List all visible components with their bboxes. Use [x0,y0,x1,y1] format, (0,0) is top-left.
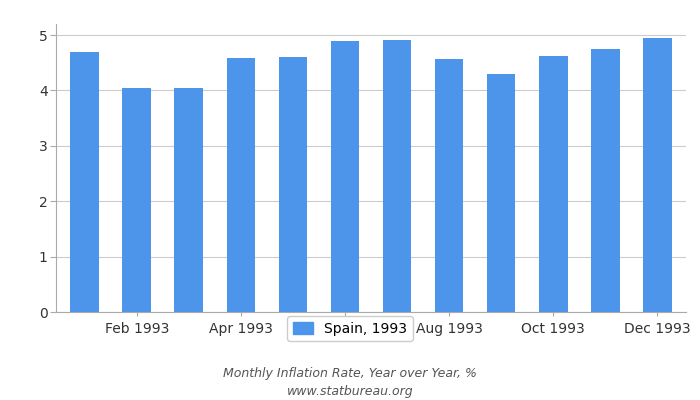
Legend: Spain, 1993: Spain, 1993 [287,316,413,341]
Bar [330,41,359,312]
Bar [227,58,256,312]
Bar [383,40,412,312]
Bar [435,59,463,312]
Bar [486,74,515,312]
Bar [122,88,151,312]
Bar [70,52,99,312]
Bar [174,88,203,312]
Text: www.statbureau.org: www.statbureau.org [287,385,413,398]
Bar [539,56,568,312]
Bar [279,57,307,312]
Bar [643,38,672,312]
Bar [591,49,620,312]
Text: Monthly Inflation Rate, Year over Year, %: Monthly Inflation Rate, Year over Year, … [223,368,477,380]
